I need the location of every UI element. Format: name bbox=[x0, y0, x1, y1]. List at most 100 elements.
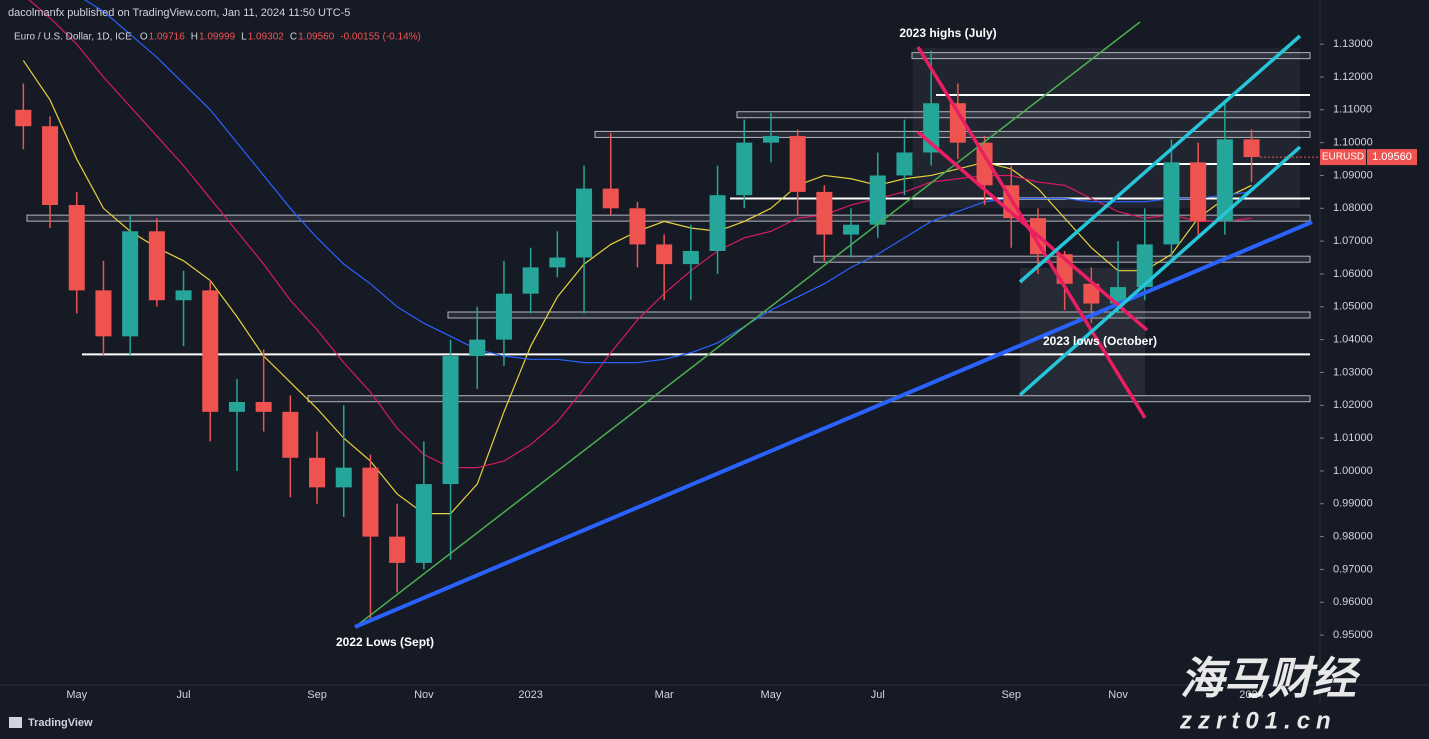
candle-body bbox=[228, 401, 245, 412]
price-tag-label: 1.09560 bbox=[1372, 151, 1412, 163]
y-tick-label: 1.08000 bbox=[1333, 202, 1373, 214]
ohlc-value: 1.09716 bbox=[149, 32, 186, 43]
candle-body bbox=[335, 467, 352, 488]
candle-body bbox=[549, 257, 566, 268]
y-tick-label: 1.04000 bbox=[1333, 334, 1373, 346]
y-tick-label: 1.11000 bbox=[1333, 104, 1372, 116]
candle-body bbox=[896, 152, 913, 176]
x-tick-label: Nov bbox=[1108, 689, 1128, 701]
candle-body bbox=[1163, 162, 1180, 245]
candle-body bbox=[816, 191, 833, 235]
candle-body bbox=[1190, 162, 1207, 222]
channel-line bbox=[1018, 34, 1302, 284]
x-tick-label: Jul bbox=[177, 689, 191, 701]
candle-body bbox=[789, 136, 806, 192]
level-zone bbox=[447, 311, 1311, 319]
candle-body bbox=[656, 244, 673, 265]
candle-body bbox=[495, 293, 512, 340]
x-tick-label: Nov bbox=[414, 689, 434, 701]
ohlc-value: 1.09999 bbox=[199, 32, 236, 43]
y-tick-label: 0.97000 bbox=[1333, 563, 1373, 575]
legend: Euro / U.S. Dollar, 1D, ICE O 1.09716 H 1.09… bbox=[14, 32, 421, 43]
candle-body bbox=[15, 109, 32, 127]
candle-body bbox=[522, 267, 539, 294]
annotation: 2022 Lows (Sept) bbox=[336, 635, 434, 649]
y-tick-label: 1.06000 bbox=[1333, 268, 1373, 280]
y-tick-label: 0.96000 bbox=[1333, 596, 1373, 608]
level-zone bbox=[26, 214, 1311, 222]
y-tick-label: 1.12000 bbox=[1333, 71, 1373, 83]
x-tick-label: May bbox=[66, 689, 87, 701]
y-tick-label: 1.00000 bbox=[1333, 465, 1373, 477]
level-zone bbox=[307, 395, 1311, 403]
candle-body bbox=[602, 188, 619, 209]
y-tick-label: 1.02000 bbox=[1333, 399, 1373, 411]
price-tag bbox=[1367, 149, 1417, 166]
candle-body bbox=[762, 136, 779, 143]
candle-body bbox=[976, 142, 993, 186]
publisher: dacolmanfx published on TradingView.com,… bbox=[8, 7, 350, 19]
annotation: 2023 lows (October) bbox=[1043, 334, 1157, 348]
watermark-site: zzrt01.cn bbox=[1179, 707, 1337, 734]
brand: TradingView bbox=[28, 717, 93, 729]
candle-body bbox=[469, 339, 486, 357]
x-tick-label: 2023 bbox=[518, 689, 542, 701]
x-tick-label: Jul bbox=[871, 689, 885, 701]
candle-body bbox=[362, 467, 379, 537]
ohlc-label: H bbox=[191, 32, 198, 43]
candle-body bbox=[389, 536, 406, 563]
y-tick-label: 1.05000 bbox=[1333, 301, 1373, 313]
candle-body bbox=[415, 484, 432, 563]
candle-body bbox=[736, 142, 753, 196]
moving-average bbox=[28, 0, 1252, 469]
candle-body bbox=[122, 231, 139, 337]
candle-body bbox=[1243, 139, 1260, 158]
candle-body bbox=[95, 290, 112, 337]
x-tick-label: Mar bbox=[655, 689, 674, 701]
y-tick-label: 1.09000 bbox=[1333, 169, 1373, 181]
candle-body bbox=[1083, 283, 1100, 304]
ohlc-label: L bbox=[241, 32, 247, 43]
candle-body bbox=[682, 250, 699, 265]
logo bbox=[9, 717, 22, 728]
moving-average bbox=[83, 0, 1252, 364]
candle-body bbox=[629, 208, 646, 245]
symbol: Euro / U.S. Dollar, 1D, ICE bbox=[14, 32, 132, 43]
channel-line bbox=[916, 46, 1147, 419]
candle-body bbox=[148, 231, 165, 301]
candle-body bbox=[175, 290, 192, 301]
candle-body bbox=[576, 188, 593, 258]
y-tick-label: 1.01000 bbox=[1333, 432, 1373, 444]
candle-body bbox=[202, 290, 219, 412]
level-zone bbox=[911, 52, 1311, 60]
range-box bbox=[1020, 268, 1145, 395]
ohlc-value: 1.09560 bbox=[298, 32, 335, 43]
candle-body bbox=[309, 457, 326, 488]
watermark: 海马财经 bbox=[1180, 655, 1361, 704]
candle-body bbox=[709, 195, 726, 251]
annotation: 2023 highs (July) bbox=[899, 26, 996, 40]
y-tick-label: 0.95000 bbox=[1333, 629, 1373, 641]
axes: 0.95000 0.96000 0.97000 0.98000 0.99000 1.000… bbox=[66, 38, 1372, 701]
candle-body bbox=[869, 175, 886, 225]
ohlc-label: C bbox=[290, 32, 297, 43]
candle-body bbox=[442, 356, 459, 485]
x-tick-label: Sep bbox=[1001, 689, 1021, 701]
candle-body bbox=[1216, 139, 1233, 222]
ohlc-value: 1.09302 bbox=[248, 32, 285, 43]
y-tick-label: 0.99000 bbox=[1333, 498, 1373, 510]
candle-body bbox=[42, 126, 59, 206]
range-box bbox=[913, 48, 1300, 208]
ohlc-label: O bbox=[140, 32, 148, 43]
trend-line bbox=[354, 220, 1313, 629]
y-tick-label: 1.10000 bbox=[1333, 137, 1373, 149]
candle-body bbox=[68, 205, 85, 291]
channel-line bbox=[1018, 145, 1302, 397]
channel-line bbox=[916, 130, 1149, 332]
y-tick-label: 1.03000 bbox=[1333, 366, 1373, 378]
change: -0.00155 (-0.14%) bbox=[340, 32, 421, 43]
x-tick-label: May bbox=[761, 689, 782, 701]
y-tick-label: 0.98000 bbox=[1333, 531, 1373, 543]
